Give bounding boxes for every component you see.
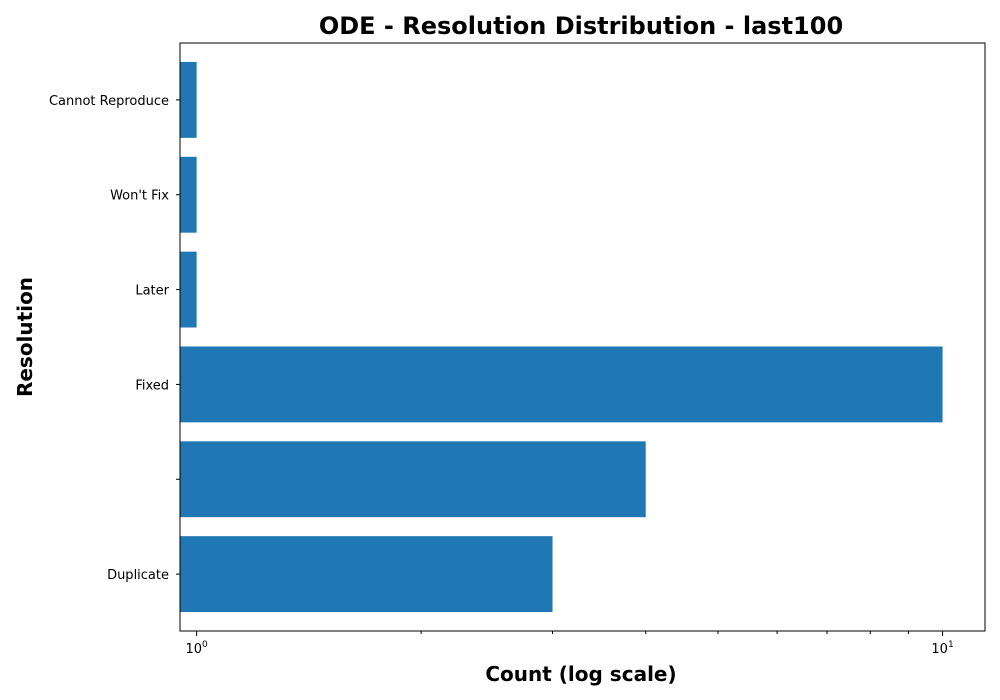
y-tick-label: Later (135, 284, 169, 299)
y-axis-label: Resolution (13, 277, 37, 397)
bar (180, 156, 197, 233)
bar (180, 536, 553, 613)
x-tick-label: 101 (931, 640, 953, 657)
chart-title: ODE - Resolution Distribution - last100 (319, 12, 843, 40)
bar (180, 441, 646, 518)
bar (180, 346, 943, 423)
bar (180, 251, 197, 328)
y-tick-label: Won't Fix (110, 189, 169, 204)
x-axis-label: Count (log scale) (485, 662, 676, 686)
bar (180, 61, 197, 138)
x-tick-label: 100 (185, 640, 208, 657)
y-tick-label: Cannot Reproduce (49, 94, 169, 109)
y-tick-label: Duplicate (107, 568, 169, 583)
y-tick-label: Fixed (135, 378, 169, 393)
plot-frame (179, 42, 986, 632)
